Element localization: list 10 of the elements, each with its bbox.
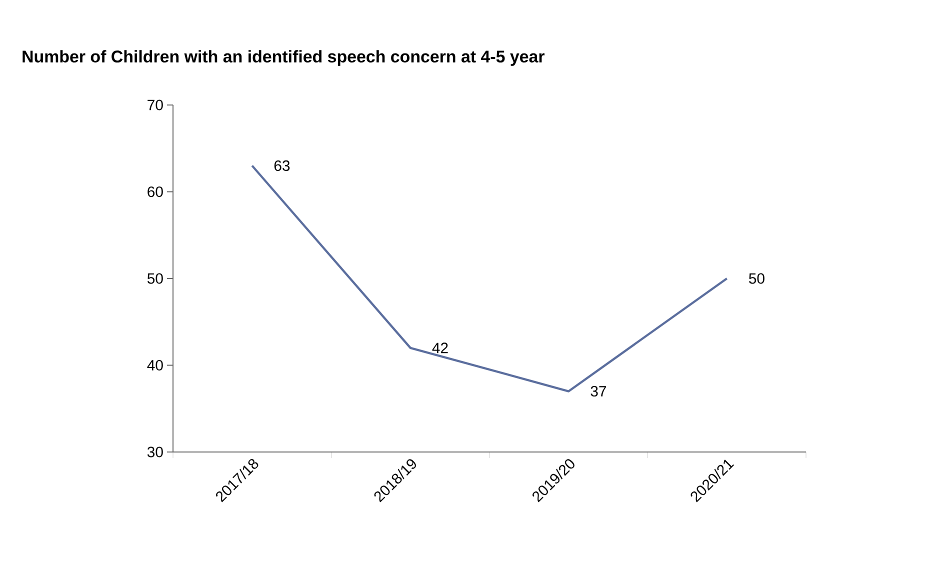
data-label: 37 — [590, 386, 606, 397]
y-tick-label: 50 — [147, 273, 163, 284]
data-label: 50 — [748, 273, 764, 284]
y-tick-label: 40 — [147, 360, 163, 371]
y-tick-label: 60 — [148, 186, 163, 198]
data-label: 42 — [432, 342, 448, 354]
y-tick-label: 30 — [147, 446, 163, 458]
y-tick-label: 70 — [148, 100, 163, 110]
chart-title: Number of Children with an identified speech concern at 4-5 year — [22, 50, 545, 66]
data-label: 63 — [274, 160, 290, 171]
